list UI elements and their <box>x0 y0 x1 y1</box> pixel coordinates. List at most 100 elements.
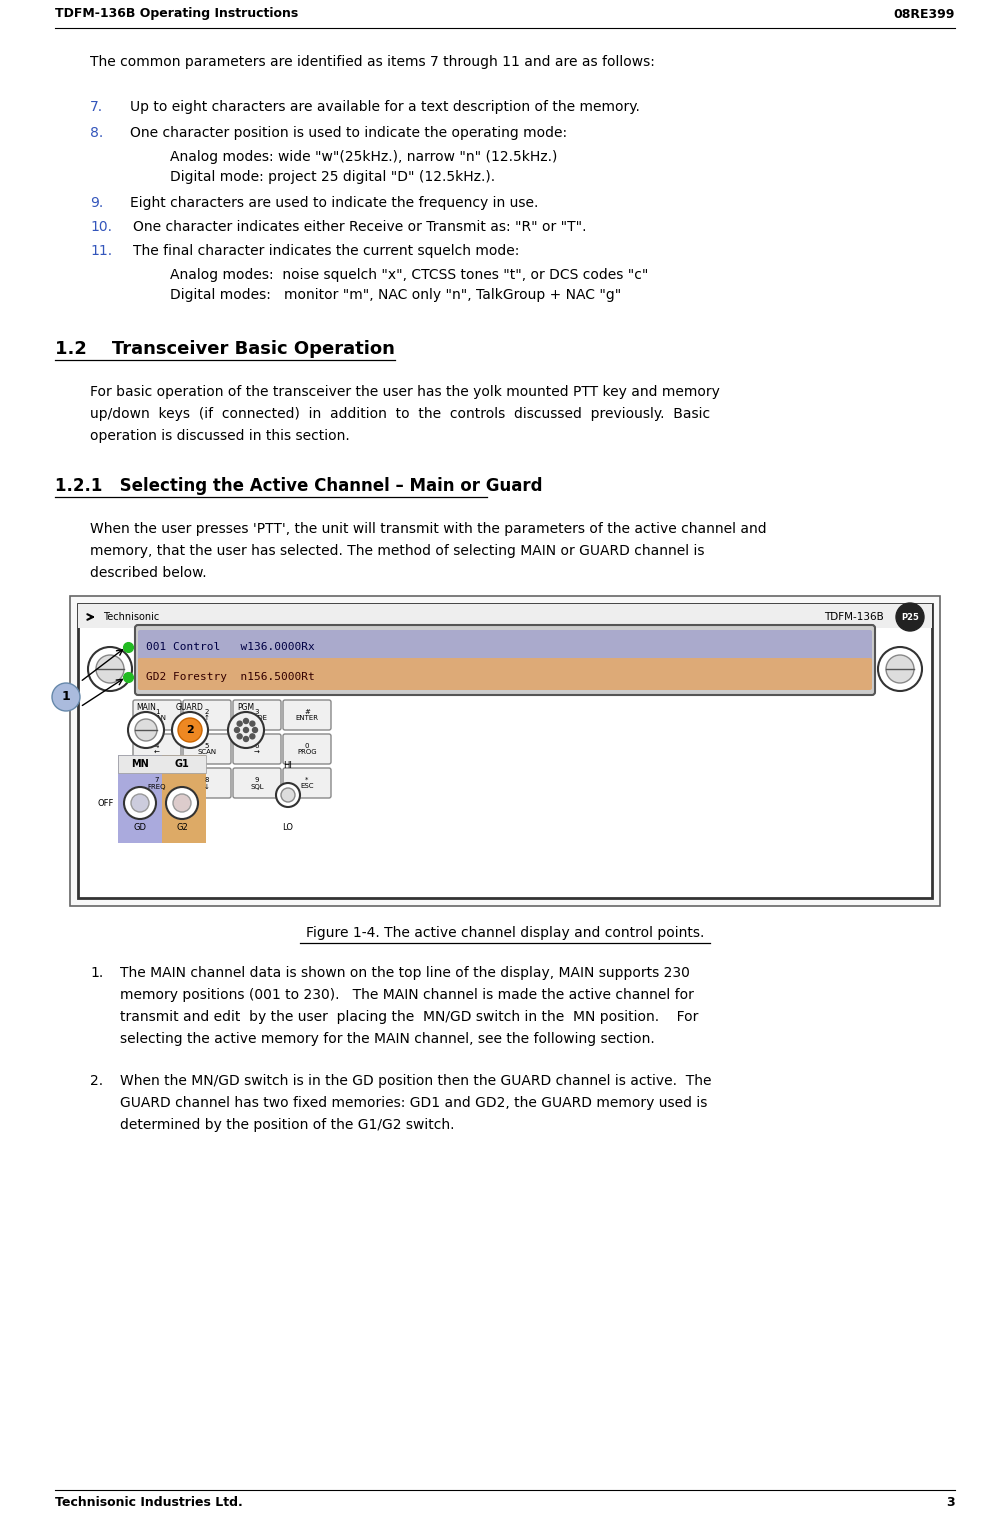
FancyBboxPatch shape <box>138 658 872 689</box>
FancyBboxPatch shape <box>118 754 164 842</box>
FancyBboxPatch shape <box>133 700 181 730</box>
Text: 001 Control   w136.0000Rx: 001 Control w136.0000Rx <box>146 642 315 651</box>
Text: GUARD channel has two fixed memories: GD1 and GD2, the GUARD memory used is: GUARD channel has two fixed memories: GD… <box>120 1095 708 1110</box>
Text: 11.: 11. <box>90 244 113 258</box>
Text: The final character indicates the current squelch mode:: The final character indicates the curren… <box>133 244 520 258</box>
Text: G2: G2 <box>176 823 188 832</box>
FancyBboxPatch shape <box>162 754 206 842</box>
Circle shape <box>173 794 191 812</box>
Text: 3
MODE: 3 MODE <box>246 709 267 721</box>
Text: determined by the position of the G1/G2 switch.: determined by the position of the G1/G2 … <box>120 1118 454 1132</box>
Text: memory, that the user has selected. The method of selecting MAIN or GUARD channe: memory, that the user has selected. The … <box>90 544 705 558</box>
Text: TDFM-136B Operating Instructions: TDFM-136B Operating Instructions <box>55 8 298 21</box>
Circle shape <box>88 647 132 691</box>
Circle shape <box>281 788 295 801</box>
Text: transmit and edit  by the user  placing the  MN/GD switch in the  MN position.  : transmit and edit by the user placing th… <box>120 1011 698 1024</box>
Text: HI: HI <box>283 761 292 770</box>
FancyBboxPatch shape <box>183 700 231 730</box>
FancyBboxPatch shape <box>135 626 875 695</box>
Text: 08RE399: 08RE399 <box>893 8 955 21</box>
Circle shape <box>52 683 80 711</box>
Circle shape <box>878 647 922 691</box>
Circle shape <box>243 718 248 724</box>
FancyBboxPatch shape <box>70 595 940 906</box>
Text: One character indicates either Receive or Transmit as: "R" or "T".: One character indicates either Receive o… <box>133 220 587 233</box>
Text: MN: MN <box>131 759 149 770</box>
Text: 7.: 7. <box>90 100 104 114</box>
Circle shape <box>252 727 257 732</box>
Text: 2
↑: 2 ↑ <box>204 709 210 721</box>
Text: 2: 2 <box>186 726 194 735</box>
Text: 8.: 8. <box>90 126 104 139</box>
Text: 1.: 1. <box>90 967 104 980</box>
FancyBboxPatch shape <box>233 700 281 730</box>
Text: 9
SQL: 9 SQL <box>250 777 263 789</box>
Circle shape <box>237 733 242 739</box>
Text: Technisonic Industries Ltd.: Technisonic Industries Ltd. <box>55 1497 243 1509</box>
Text: TDFM-136B: TDFM-136B <box>824 612 884 623</box>
FancyBboxPatch shape <box>233 733 281 764</box>
FancyBboxPatch shape <box>183 733 231 764</box>
Text: When the MN/GD switch is in the GD position then the GUARD channel is active.  T: When the MN/GD switch is in the GD posit… <box>120 1074 712 1088</box>
Circle shape <box>179 720 201 741</box>
Text: 1.2    Transceiver Basic Operation: 1.2 Transceiver Basic Operation <box>55 339 395 358</box>
Circle shape <box>131 794 149 812</box>
Text: LO: LO <box>282 823 293 832</box>
Text: 0
PROG: 0 PROG <box>297 742 317 756</box>
Text: OFF: OFF <box>98 798 115 807</box>
Text: selecting the active memory for the MAIN channel, see the following section.: selecting the active memory for the MAIN… <box>120 1032 654 1045</box>
Text: 2.: 2. <box>90 1074 104 1088</box>
Circle shape <box>135 720 157 741</box>
Text: 3: 3 <box>947 1497 955 1509</box>
Text: described below.: described below. <box>90 567 207 580</box>
FancyBboxPatch shape <box>283 768 331 798</box>
Circle shape <box>276 783 300 807</box>
Text: 4
←: 4 ← <box>154 742 160 756</box>
FancyBboxPatch shape <box>118 754 206 773</box>
Text: 10.: 10. <box>90 220 112 233</box>
Text: Eight characters are used to indicate the frequency in use.: Eight characters are used to indicate th… <box>130 195 539 211</box>
Circle shape <box>178 718 202 742</box>
Circle shape <box>234 727 239 732</box>
Text: Digital mode: project 25 digital "D" (12.5kHz.).: Digital mode: project 25 digital "D" (12… <box>170 170 495 183</box>
Circle shape <box>124 786 156 820</box>
Circle shape <box>250 721 255 726</box>
Circle shape <box>896 603 924 632</box>
FancyBboxPatch shape <box>133 768 181 798</box>
Circle shape <box>166 786 198 820</box>
Circle shape <box>237 721 242 726</box>
Text: up/down  keys  (if  connected)  in  addition  to  the  controls  discussed  prev: up/down keys (if connected) in addition … <box>90 408 711 421</box>
FancyBboxPatch shape <box>283 700 331 730</box>
Circle shape <box>172 712 208 748</box>
FancyBboxPatch shape <box>138 630 872 662</box>
Text: 6
→: 6 → <box>254 742 260 756</box>
FancyBboxPatch shape <box>233 768 281 798</box>
FancyBboxPatch shape <box>78 604 932 898</box>
Text: MAIN: MAIN <box>136 703 156 712</box>
FancyBboxPatch shape <box>133 733 181 764</box>
Text: GUARD: GUARD <box>176 703 204 712</box>
Text: The MAIN channel data is shown on the top line of the display, MAIN supports 230: The MAIN channel data is shown on the to… <box>120 967 689 980</box>
Text: Digital modes:   monitor "m", NAC only "n", TalkGroup + NAC "g": Digital modes: monitor "m", NAC only "n"… <box>170 288 621 301</box>
Text: Analog modes: wide "w"(25kHz.), narrow "n" (12.5kHz.): Analog modes: wide "w"(25kHz.), narrow "… <box>170 150 558 164</box>
Text: For basic operation of the transceiver the user has the yolk mounted PTT key and: For basic operation of the transceiver t… <box>90 385 720 398</box>
Circle shape <box>128 712 164 748</box>
Text: Technisonic: Technisonic <box>103 612 159 623</box>
Text: PGM: PGM <box>237 703 254 712</box>
Circle shape <box>96 654 124 683</box>
Text: *
ESC: * ESC <box>300 777 314 789</box>
Text: 5
SCAN: 5 SCAN <box>197 742 216 756</box>
FancyBboxPatch shape <box>283 733 331 764</box>
Circle shape <box>250 733 255 739</box>
Text: 8
↓: 8 ↓ <box>204 777 210 789</box>
Text: Up to eight characters are available for a text description of the memory.: Up to eight characters are available for… <box>130 100 640 114</box>
Text: Figure 1-4. The active channel display and control points.: Figure 1-4. The active channel display a… <box>306 926 705 939</box>
Text: operation is discussed in this section.: operation is discussed in this section. <box>90 429 350 442</box>
Text: memory positions (001 to 230).   The MAIN channel is made the active channel for: memory positions (001 to 230). The MAIN … <box>120 988 693 1001</box>
Text: One character position is used to indicate the operating mode:: One character position is used to indica… <box>130 126 567 139</box>
Text: 7
FREQ: 7 FREQ <box>148 777 166 789</box>
Text: 9.: 9. <box>90 195 104 211</box>
Text: #
ENTER: # ENTER <box>295 709 319 721</box>
Circle shape <box>886 654 914 683</box>
Circle shape <box>243 736 248 741</box>
